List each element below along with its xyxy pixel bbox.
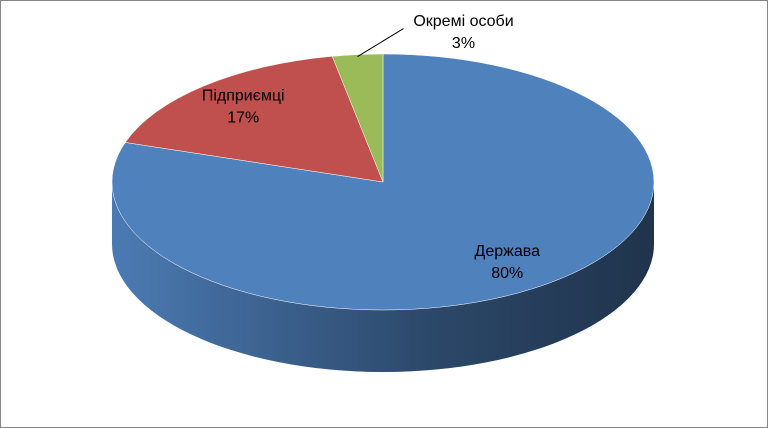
category-label: Держава	[475, 243, 541, 260]
pie-slice	[331, 53, 384, 183]
category-label: Підприємці	[202, 87, 285, 104]
value-label: 80%	[491, 265, 523, 282]
leader-line	[357, 28, 404, 57]
value-label: 17%	[227, 109, 259, 126]
pie-side-shade	[112, 182, 654, 372]
category-label: Окремі особи	[413, 13, 513, 30]
pie-slice	[124, 56, 384, 183]
value-label: 3%	[452, 35, 475, 52]
